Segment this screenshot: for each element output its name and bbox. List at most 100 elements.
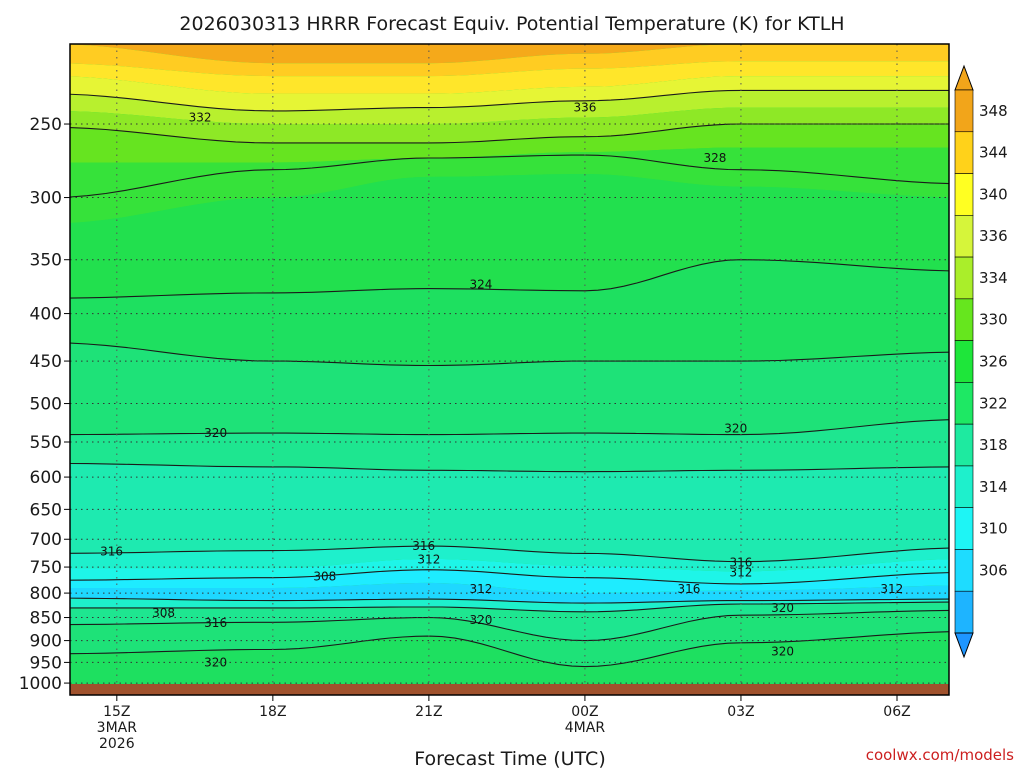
- y-tick-label-250: 250: [30, 115, 62, 135]
- contour-label-312-11: 312: [729, 565, 752, 579]
- colorbar-swatch-8: [954, 423, 974, 467]
- theta-band-318-11: [70, 419, 949, 472]
- plot-frame: [69, 43, 950, 696]
- contour-line-318-6: [70, 462, 949, 473]
- theta-band-314-13: [70, 546, 949, 572]
- colorbar-swatch-5: [954, 298, 974, 341]
- x-tick-label-21Z-0: 21Z: [415, 704, 442, 720]
- theta-band-320-10: [70, 343, 949, 435]
- colorbar-label-344: 344: [979, 144, 1008, 162]
- contour-line-308-9: [70, 597, 949, 604]
- theta-band-330-6: [70, 124, 949, 163]
- x-tick-label-15Z-0: 15Z: [103, 704, 130, 720]
- contour-label-308-9: 308: [313, 570, 336, 584]
- colorbar-bottom-cap: [954, 632, 974, 659]
- x-tick-label-15Z-2: 2026: [99, 736, 135, 752]
- theta-band-316-12: [70, 463, 949, 562]
- y-tick-label-650: 650: [30, 500, 62, 520]
- theta-band-342-1: [70, 44, 949, 77]
- contour-label-336-1: 336: [573, 101, 596, 115]
- contour-label-320-18: 320: [469, 613, 492, 627]
- contour-label-316-6: 316: [100, 545, 123, 559]
- y-tick-label-350: 350: [30, 251, 62, 271]
- colorbar-swatch-9: [954, 465, 974, 508]
- theta-band-338-2: [70, 61, 949, 94]
- contour-label-320-20: 320: [771, 645, 794, 659]
- contour-label-320-4: 320: [204, 426, 227, 440]
- colorbar-label-306: 306: [979, 561, 1008, 579]
- color-fill-bands: [70, 44, 949, 695]
- contour-line-312-8: [70, 569, 949, 585]
- y-tick-label-300: 300: [30, 189, 62, 209]
- x-tick-label-06Z-0: 06Z: [883, 704, 910, 720]
- contour-label-312-8: 312: [417, 552, 440, 566]
- theta-band-334-4: [70, 90, 949, 124]
- colorbar-label-348: 348: [979, 102, 1008, 120]
- chart-title: 2026030313 HRRR Forecast Equiv. Potentia…: [179, 13, 844, 35]
- contour-line-332-1: [70, 123, 949, 144]
- contour-lines: [70, 89, 949, 668]
- y-tick-label-600: 600: [30, 468, 62, 488]
- contour-line-316-11: [70, 609, 949, 642]
- pressure-axis: 250 300 350 400 450 500 550 600 650 700 750 800 850 9…: [19, 115, 70, 694]
- theta-band-320-19: [70, 610, 949, 667]
- contour-label-328-2: 328: [703, 151, 726, 165]
- colorbar-swatch-10: [954, 507, 974, 550]
- contour-line-312-10: [70, 601, 949, 613]
- contour-label-312-14: 312: [880, 582, 903, 596]
- colorbar-swatch-3: [954, 215, 974, 258]
- contour-line-316-7: [70, 545, 949, 563]
- pressure-gridlines: [70, 44, 949, 695]
- theta-band-312-17: [70, 598, 949, 612]
- contour-label-320-17: 320: [771, 601, 794, 615]
- y-tick-label-750: 750: [30, 558, 62, 578]
- colorbar-swatch-4: [954, 256, 974, 300]
- contour-label-316-7: 316: [412, 539, 435, 553]
- y-tick-label-850: 850: [30, 609, 62, 629]
- contour-line-336-0: [70, 89, 949, 112]
- contour-line-324-3: [70, 259, 949, 299]
- contour-line-322-4: [70, 342, 949, 367]
- theta-band-322-20: [70, 631, 949, 695]
- theta-band-322-9: [70, 259, 949, 366]
- contour-label-316-10: 316: [729, 556, 752, 570]
- x-tick-label-15Z-1: 3MAR: [97, 720, 138, 736]
- theta-band-326-7: [70, 147, 949, 224]
- colorbar-swatch-11: [954, 549, 974, 592]
- colorbar-label-326: 326: [979, 353, 1008, 371]
- colorbar-label-336: 336: [979, 227, 1008, 245]
- colorbar-legend: 348 344 340 336 334 330 326 322 318 314 310 306: [954, 64, 1008, 659]
- y-tick-label-950: 950: [30, 653, 62, 673]
- theta-band-310-15: [70, 569, 949, 594]
- y-tick-label-1000: 1000: [19, 674, 62, 694]
- colorbar-top-cap: [954, 64, 974, 91]
- colorbar-swatch-1: [954, 131, 974, 174]
- colorbar-swatch-0: [954, 89, 974, 133]
- colorbar-label-340: 340: [979, 185, 1008, 203]
- y-tick-label-900: 900: [30, 632, 62, 652]
- contour-line-320-5: [70, 419, 949, 436]
- theta-band-316-18: [70, 602, 949, 641]
- theta-band-324-8: [70, 174, 949, 299]
- x-tick-label-03Z-0: 03Z: [727, 704, 754, 720]
- theta-band-308-16: [70, 582, 949, 604]
- ground-surface: [70, 684, 949, 695]
- colorbar-swatch-7: [954, 382, 974, 425]
- colorbar-label-318: 318: [979, 436, 1008, 454]
- colorbar-swatch-2: [954, 173, 974, 216]
- x-tick-label-00Z-0: 00Z: [571, 704, 598, 720]
- y-tick-label-400: 400: [30, 305, 62, 325]
- colorbar-label-310: 310: [979, 520, 1008, 538]
- colorbar-swatch-12: [954, 590, 974, 634]
- contour-line-320-12: [70, 631, 949, 668]
- colorbar-label-334: 334: [979, 269, 1008, 287]
- theta-band-332-5: [70, 107, 949, 143]
- contour-label-316-13: 316: [677, 582, 700, 596]
- y-tick-label-450: 450: [30, 352, 62, 372]
- theta-band-312-14: [70, 558, 949, 584]
- theta-band-336-3: [70, 76, 949, 111]
- x-tick-label-18Z-0: 18Z: [259, 704, 286, 720]
